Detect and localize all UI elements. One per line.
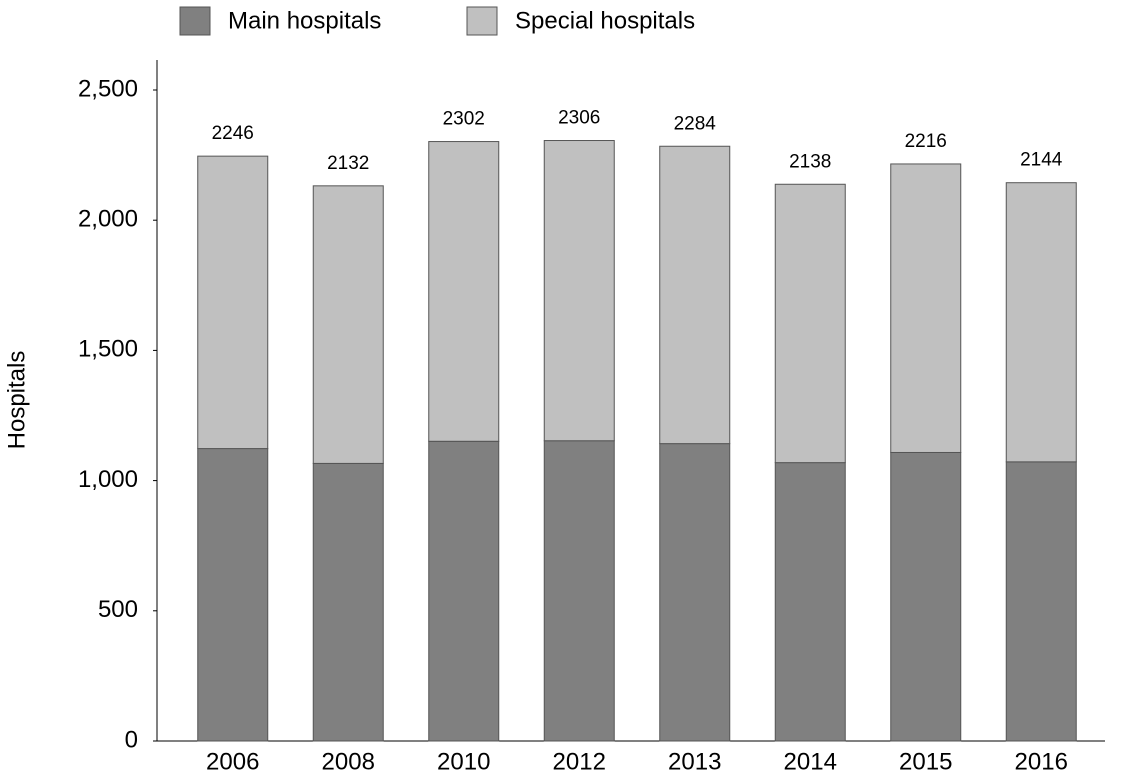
total-label: 2246 [212,123,254,144]
x-tick-label: 2010 [437,748,490,775]
bar-segment [428,141,500,442]
bar-segment [197,155,269,450]
y-tick-label: 0 [125,726,138,753]
x-tick-label: 2014 [784,748,837,775]
bar-segment [428,440,500,742]
total-label: 2284 [674,113,717,134]
y-tick-label: 1,500 [78,336,138,363]
total-label: 2306 [558,108,600,129]
bar-segment [543,140,615,442]
bar-segment [1005,182,1077,463]
y-tick-label: 2,000 [78,206,138,233]
x-tick-label: 2008 [322,748,375,775]
bar-segment [774,462,846,742]
bar-segment [890,163,962,453]
bar-segment [197,448,269,742]
bar-segment [659,145,731,445]
total-label: 2144 [1020,150,1063,171]
legend-label: Main hospitals [228,7,381,34]
x-tick-label: 2016 [1015,748,1068,775]
legend-swatch [179,6,211,36]
x-tick-label: 2006 [206,748,259,775]
y-tick-label: 1,000 [78,466,138,493]
bar-segment [312,462,384,742]
total-label: 2138 [789,151,831,172]
bar-segment [312,185,384,464]
y-tick-label: 500 [98,596,138,623]
bar-segment [543,440,615,742]
legend-label: Special hospitals [515,7,695,34]
x-tick-label: 2015 [899,748,952,775]
total-label: 2216 [905,131,947,152]
y-axis-label: Hospitals [3,351,30,450]
legend-swatch [466,6,498,36]
bar-segment [1005,461,1077,742]
bar-segment [890,451,962,742]
x-tick-label: 2012 [553,748,606,775]
total-label: 2132 [327,153,369,174]
bar-segment [659,443,731,742]
total-label: 2302 [443,109,485,130]
bar-segment [774,183,846,464]
y-tick-label: 2,500 [78,75,138,102]
x-tick-label: 2013 [668,748,721,775]
